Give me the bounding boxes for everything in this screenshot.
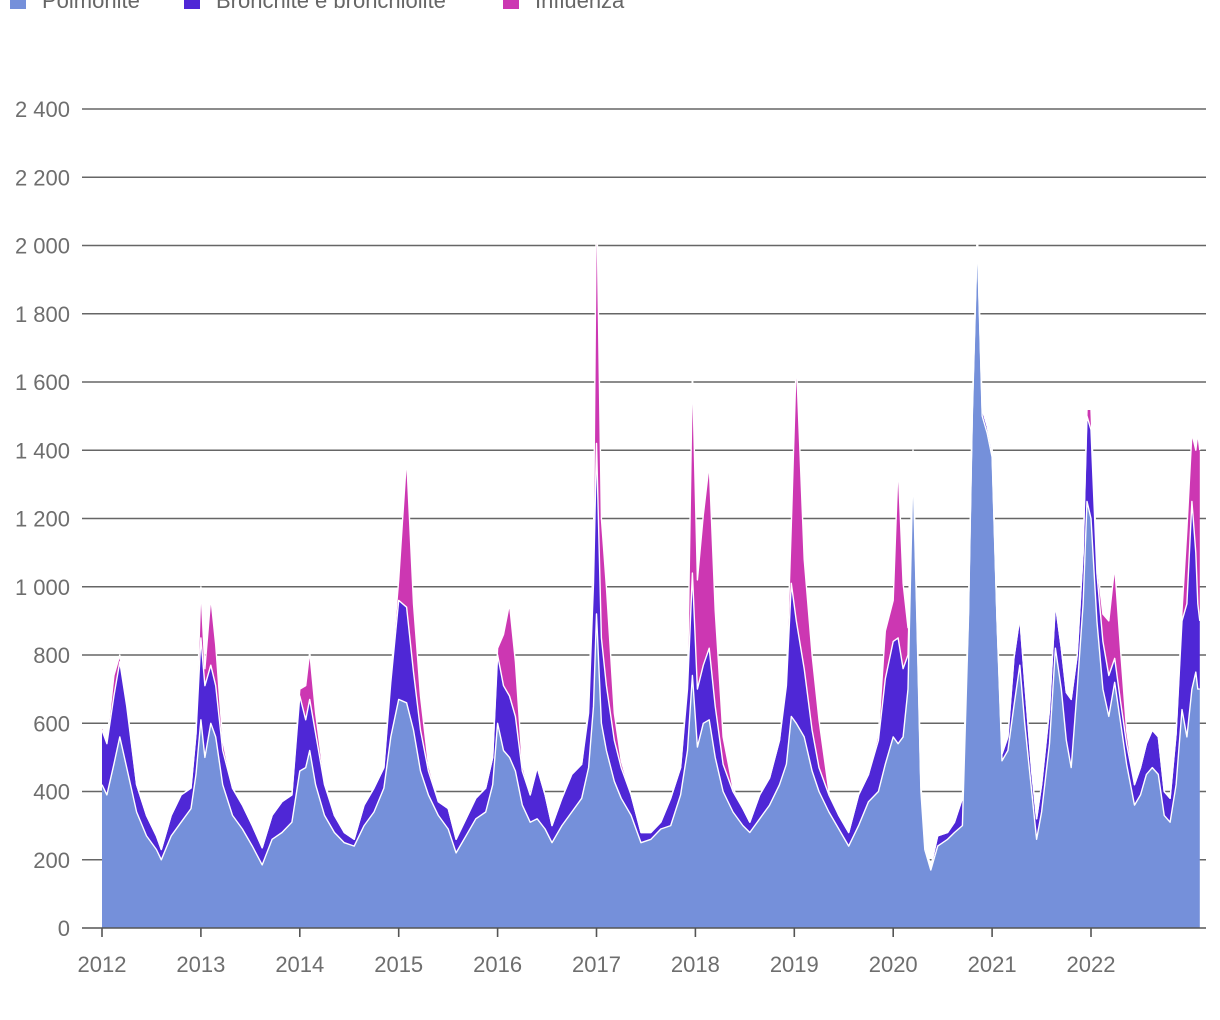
- y-tick-label-12: 2 400: [15, 97, 70, 122]
- y-tick-label-0: 0: [58, 916, 70, 941]
- series-boundary-2: [101, 180, 1201, 868]
- legend-swatch-bronchite: [184, 0, 200, 9]
- x-tick-label-4: 2016: [473, 952, 522, 977]
- area-series-0: [102, 238, 1200, 928]
- x-tick-label-6: 2018: [671, 952, 720, 977]
- legend-swatch-polmonite: [10, 0, 26, 9]
- legend-item-bronchite[interactable]: Bronchite e bronchiolite: [184, 0, 446, 14]
- x-tick-label-9: 2021: [968, 952, 1017, 977]
- y-tick-label-10: 2 000: [15, 234, 70, 259]
- y-tick-label-5: 1 000: [15, 575, 70, 600]
- legend-label-influenza: Influenza: [535, 0, 625, 13]
- x-tick-label-1: 2013: [176, 952, 225, 977]
- legend-swatch-influenza: [503, 0, 519, 9]
- legend-item-polmonite[interactable]: Polmonite: [10, 0, 140, 14]
- y-tick-label-11: 2 200: [15, 165, 70, 190]
- x-tick-label-10: 2022: [1067, 952, 1116, 977]
- x-tick-label-0: 2012: [78, 952, 127, 977]
- series-boundary-1: [101, 231, 1201, 868]
- y-tick-label-2: 400: [33, 780, 70, 805]
- series-boundary-0: [101, 238, 1200, 871]
- x-tick-label-5: 2017: [572, 952, 621, 977]
- y-tick-label-1: 200: [33, 848, 70, 873]
- x-tick-label-7: 2019: [770, 952, 819, 977]
- chart-legend: Polmonite Bronchite e bronchiolite Influ…: [0, 0, 1220, 20]
- y-tick-label-9: 1 800: [15, 302, 70, 327]
- legend-label-polmonite: Polmonite: [42, 0, 140, 13]
- x-tick-label-8: 2020: [869, 952, 918, 977]
- x-tick-label-2: 2014: [275, 952, 324, 977]
- legend-label-bronchite: Bronchite e bronchiolite: [216, 0, 446, 13]
- y-tick-label-8: 1 600: [15, 370, 70, 395]
- y-tick-label-6: 1 200: [15, 507, 70, 532]
- y-tick-label-3: 600: [33, 711, 70, 736]
- area-series-1: [102, 231, 1200, 870]
- y-tick-label-7: 1 400: [15, 438, 70, 463]
- area-series-2: [102, 180, 1200, 867]
- y-tick-label-4: 800: [33, 643, 70, 668]
- x-tick-label-3: 2015: [374, 952, 423, 977]
- legend-item-influenza[interactable]: Influenza: [503, 0, 624, 14]
